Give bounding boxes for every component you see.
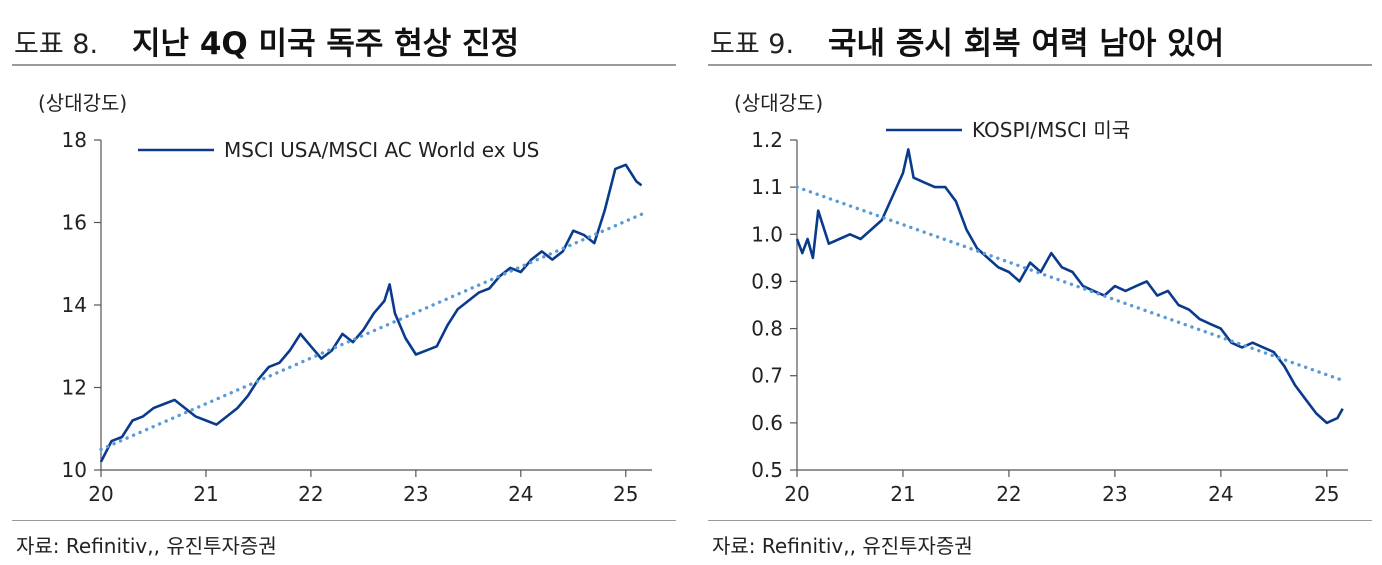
figure-8-y-tick-label: 12	[62, 376, 87, 400]
figure-9-label: 도표 9.	[710, 29, 795, 60]
figure-8-y-tick-label: 10	[62, 458, 87, 482]
figure-8-trend-line	[99, 212, 644, 452]
figure-8-legend-label: MSCI USA/MSCI AC World ex US	[224, 138, 539, 162]
figure-9-chart: (상대강도) 0.5 0.6 0.7 0.8 0.9 1.0 1.1 1.2 20 21 22 23 24…	[734, 91, 1348, 506]
figure-9-x-tick-label: 22	[996, 482, 1021, 506]
figure-9-header: 도표 9. 국내 증시 회복 여력 남아 있어	[708, 14, 1372, 66]
figure-8-x-tick-label: 24	[508, 482, 533, 506]
figure-9-y-tick-label: 0.9	[751, 269, 783, 293]
figure-8-y-tick-label: 14	[62, 293, 87, 317]
figure-8-y-tick-label: 18	[62, 128, 87, 152]
figure-8-panel: 도표 8. 지난 4Q 미국 독주 현상 진정 (상대강도) 10 12 14 16 18…	[12, 0, 688, 565]
figure-8-x-tick-label: 21	[193, 482, 218, 506]
figure-8-unit-label: (상대강도)	[38, 91, 127, 115]
figure-9-unit-label: (상대강도)	[734, 91, 823, 115]
figure-8-chart: (상대강도) 10 12 14 16 18 20 21 22 23 24 25 MSCI USA/MSC…	[38, 91, 652, 506]
figure-9-title: 국내 증시 회복 여력 남아 있어	[828, 26, 1225, 62]
figure-9-y-tick-label: 0.7	[751, 364, 783, 388]
figure-9-panel: 도표 9. 국내 증시 회복 여력 남아 있어 (상대강도) 0.5 0.6 0.7 0…	[708, 0, 1382, 565]
figure-8-x-tick-label: 20	[88, 482, 113, 506]
figure-9-x-tick-label: 21	[890, 482, 915, 506]
figure-8-x-tick-label: 22	[298, 482, 323, 506]
figure-9-trend-line	[795, 185, 1345, 383]
figure-9-x-tick-label: 25	[1314, 482, 1339, 506]
figure-8-series-line	[99, 163, 643, 463]
figure-8-header: 도표 8. 지난 4Q 미국 독주 현상 진정	[12, 14, 676, 66]
figure-9-x-tick-label: 23	[1102, 482, 1127, 506]
figure-9-y-tick-label: 1.2	[751, 128, 783, 152]
figure-9-y-tick-label: 1.0	[751, 222, 783, 246]
figure-8-title: 지난 4Q 미국 독주 현상 진정	[132, 26, 520, 62]
figure-8-y-tick-label: 16	[62, 211, 87, 235]
figure-8-source: 자료: Refinitiv,, 유진투자증권	[16, 534, 277, 558]
figure-9-y-tick-label: 1.1	[751, 175, 783, 199]
figure-9-legend-label: KOSPI/MSCI 미국	[972, 118, 1130, 142]
figure-9-x-tick-label: 20	[784, 482, 809, 506]
figure-9-x-tick-label: 24	[1208, 482, 1233, 506]
figure-9-y-tick-label: 0.8	[751, 317, 783, 341]
figure-8-label: 도표 8.	[14, 29, 99, 60]
figure-9-footer-rule	[708, 520, 1372, 521]
figure-8-x-tick-label: 25	[613, 482, 638, 506]
figure-8-footer-rule	[12, 520, 676, 521]
figure-9-y-tick-label: 0.6	[751, 411, 783, 435]
figure-8-x-tick-label: 23	[403, 482, 428, 506]
figure-9-series-line	[795, 148, 1344, 425]
figure-9-y-tick-label: 0.5	[751, 458, 783, 482]
figure-9-source: 자료: Refinitiv,, 유진투자증권	[712, 534, 973, 558]
